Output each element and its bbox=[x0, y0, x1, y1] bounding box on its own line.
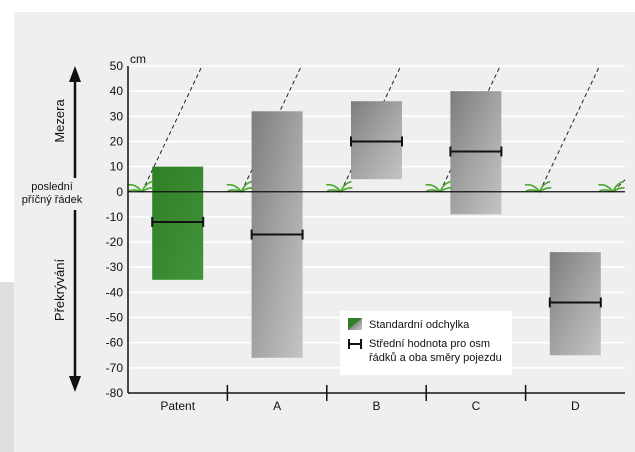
y-unit-label: cm bbox=[130, 52, 146, 66]
mean-markers bbox=[151, 136, 602, 308]
y-tick-label: -20 bbox=[106, 235, 124, 249]
y-tick-label: 20 bbox=[110, 134, 124, 148]
mean-marker-patent bbox=[151, 216, 205, 227]
chart-panel bbox=[14, 12, 635, 452]
sprout-leaf bbox=[524, 183, 541, 193]
x-tick-label: A bbox=[273, 399, 281, 413]
sprout-leaf bbox=[240, 186, 254, 193]
sprout-leaf bbox=[326, 183, 342, 193]
x-tick-label: B bbox=[372, 399, 380, 413]
y-tick-label: 40 bbox=[110, 84, 124, 98]
legend-box bbox=[340, 311, 512, 375]
sprout-leaf bbox=[425, 183, 441, 193]
deviation-bar-c bbox=[450, 91, 502, 215]
legend-label-mean-2: řádků a oba směry pojezdu bbox=[369, 352, 502, 364]
axes bbox=[127, 66, 625, 401]
deviation-bar-d bbox=[549, 252, 601, 356]
x-tick-label: D bbox=[571, 399, 580, 413]
sprouts bbox=[127, 180, 625, 193]
mean-marker-c bbox=[449, 146, 503, 157]
sprout-icon bbox=[425, 180, 452, 193]
sprout-leaf bbox=[141, 186, 154, 193]
y-tick-label: -80 bbox=[106, 386, 124, 400]
row-guide-line bbox=[141, 65, 203, 192]
y-tick-label: 30 bbox=[110, 109, 124, 123]
y-tick-label: 10 bbox=[110, 160, 124, 174]
legend-swatch bbox=[348, 318, 362, 330]
arrow-down-head bbox=[69, 376, 81, 392]
y-tick-label: -10 bbox=[106, 210, 124, 224]
y-tick-label: -60 bbox=[106, 336, 124, 350]
legend-label-mean-1: Střední hodnota pro osm bbox=[369, 338, 490, 350]
mean-marker-d bbox=[548, 297, 602, 308]
y-tick-label: -30 bbox=[106, 260, 124, 274]
sprout-icon bbox=[226, 180, 254, 193]
row-guide-line bbox=[439, 65, 501, 192]
upper-annotation: Mezera bbox=[52, 99, 67, 143]
x-tick-label: Patent bbox=[160, 399, 195, 413]
row-guide-line bbox=[539, 65, 601, 192]
sprout-leaf bbox=[127, 183, 143, 193]
left-decor-strip bbox=[0, 282, 14, 452]
legend-mean-symbol bbox=[348, 339, 362, 349]
y-tick-label: -70 bbox=[106, 361, 124, 375]
mean-marker-b bbox=[350, 136, 403, 147]
legend: Standardní odchylka Střední hodnota pro … bbox=[340, 311, 512, 375]
sprout-leaf bbox=[598, 183, 614, 193]
mean-marker-a bbox=[250, 229, 304, 240]
sprout-leaf bbox=[226, 183, 243, 193]
y-tick-label: 50 bbox=[110, 59, 124, 73]
legend-label-deviation: Standardní odchylka bbox=[369, 319, 470, 331]
row-guide-line bbox=[240, 65, 302, 192]
sprout-leaf bbox=[439, 186, 452, 193]
sprout-icon bbox=[127, 180, 154, 193]
x-tick-labels: Patent A B C D bbox=[160, 399, 580, 413]
y-tick-label: -40 bbox=[106, 285, 124, 299]
sprout-leaf bbox=[340, 186, 353, 193]
x-tick-label: C bbox=[472, 399, 481, 413]
arrow-up-head bbox=[69, 66, 81, 82]
zero-line-label-2: příčný řádek bbox=[22, 194, 83, 206]
sprout-icon bbox=[524, 180, 552, 193]
y-tick-label: -50 bbox=[106, 311, 124, 325]
y-tick-label: 0 bbox=[116, 185, 123, 199]
sprout-icon bbox=[598, 180, 625, 193]
lower-annotation: Překrývání bbox=[52, 259, 67, 322]
zero-line-label-1: poslední bbox=[31, 181, 73, 193]
row-guide-line bbox=[340, 65, 402, 192]
sprout-icon bbox=[326, 180, 353, 193]
sprout-leaf bbox=[538, 186, 552, 193]
sprout-leaf bbox=[612, 186, 625, 193]
left-annotations: Mezera Překrývání poslední příčný řádek bbox=[22, 66, 83, 392]
deviation-bar-patent bbox=[152, 166, 204, 280]
deviation-bar-b bbox=[351, 101, 402, 180]
y-tick-labels: 50 40 30 20 10 0 -10 -20 -30 -40 -50 -60 -70 -80 bbox=[106, 59, 124, 400]
